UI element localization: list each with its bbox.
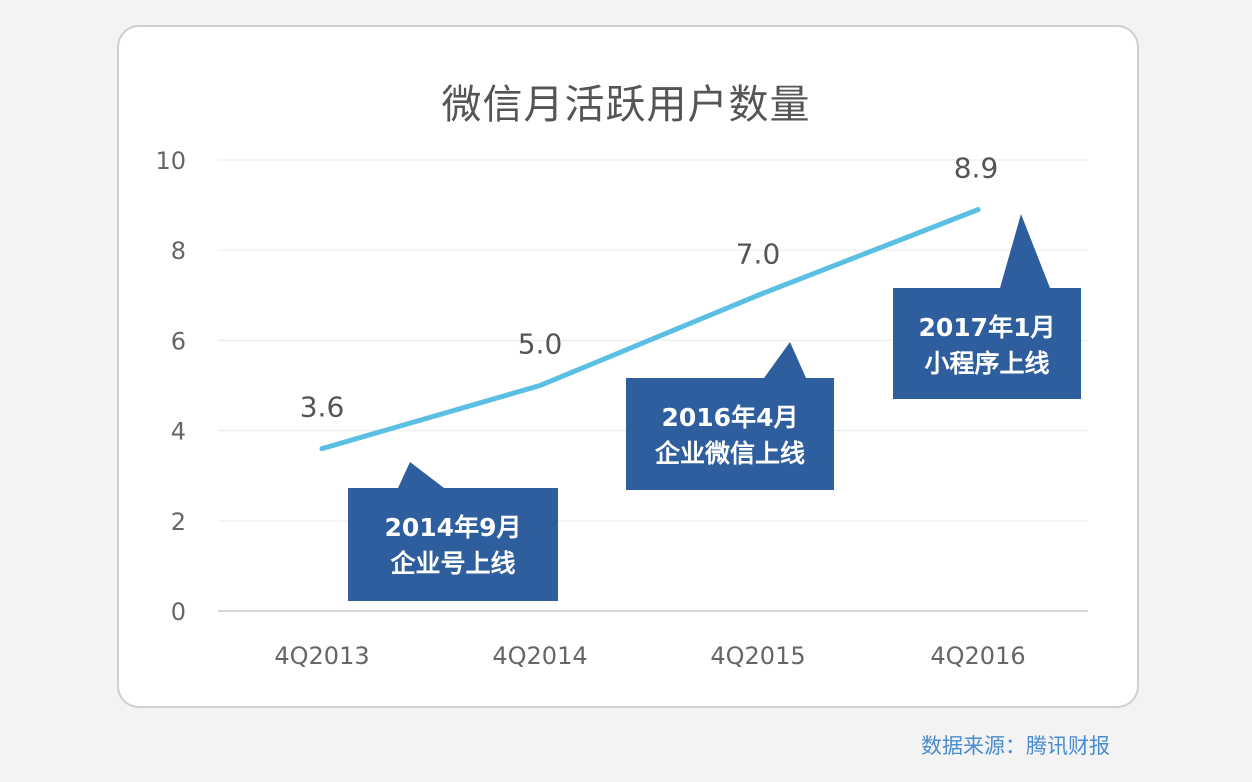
y-tick-label: 0 (171, 598, 186, 626)
callout-box (348, 488, 558, 601)
callout-box (626, 378, 834, 490)
data-point (975, 207, 981, 213)
data-label: 5.0 (518, 328, 563, 361)
callout-date: 2016年4月 (662, 403, 799, 432)
data-source: 数据来源：腾讯财报 (921, 734, 1110, 758)
callout-date: 2014年9月 (385, 513, 522, 542)
callout-event: 企业微信上线 (655, 439, 805, 468)
data-point (319, 446, 325, 452)
chart-title: 微信月活跃用户数量 (441, 82, 811, 128)
x-tick-label: 4Q2015 (710, 642, 805, 670)
callout-pointer (1000, 214, 1050, 288)
x-tick-label: 4Q2014 (492, 642, 587, 670)
y-tick-label: 8 (171, 237, 186, 265)
callout-box (893, 288, 1081, 399)
x-tick-label: 4Q2013 (274, 642, 369, 670)
y-tick-label: 10 (155, 147, 186, 175)
data-point (755, 292, 761, 298)
data-label: 8.9 (954, 152, 999, 185)
callout-pointer (764, 342, 806, 378)
series-line (319, 207, 981, 452)
callout-event: 小程序上线 (924, 349, 1049, 378)
x-tick-label: 4Q2016 (930, 642, 1025, 670)
y-tick-label: 4 (171, 418, 186, 446)
y-tick-label: 6 (171, 327, 186, 355)
data-label: 3.6 (300, 391, 345, 424)
callout-pointer (398, 462, 444, 488)
callout-date: 2017年1月 (919, 313, 1056, 342)
data-point (537, 383, 543, 388)
data-label: 7.0 (736, 237, 781, 270)
callout-event: 企业号上线 (390, 549, 515, 578)
y-tick-label: 2 (171, 508, 186, 536)
